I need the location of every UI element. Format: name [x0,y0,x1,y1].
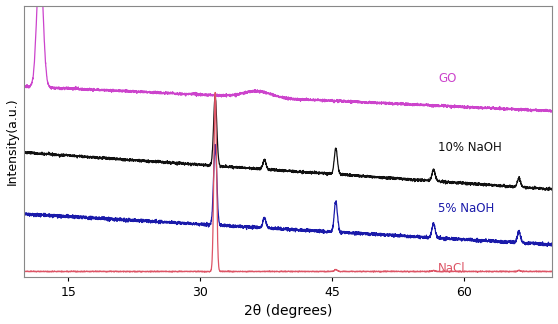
X-axis label: 2θ (degrees): 2θ (degrees) [244,305,333,318]
Text: 5% NaOH: 5% NaOH [438,202,494,215]
Text: 10% NaOH: 10% NaOH [438,141,502,154]
Text: NaCl: NaCl [438,262,465,275]
Y-axis label: Intensity(a.u.): Intensity(a.u.) [6,98,18,185]
Text: GO: GO [438,72,456,85]
